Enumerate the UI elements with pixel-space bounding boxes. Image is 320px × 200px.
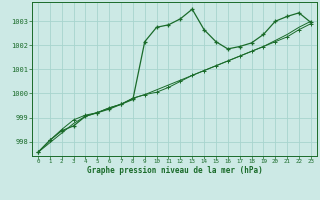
X-axis label: Graphe pression niveau de la mer (hPa): Graphe pression niveau de la mer (hPa) bbox=[86, 166, 262, 175]
